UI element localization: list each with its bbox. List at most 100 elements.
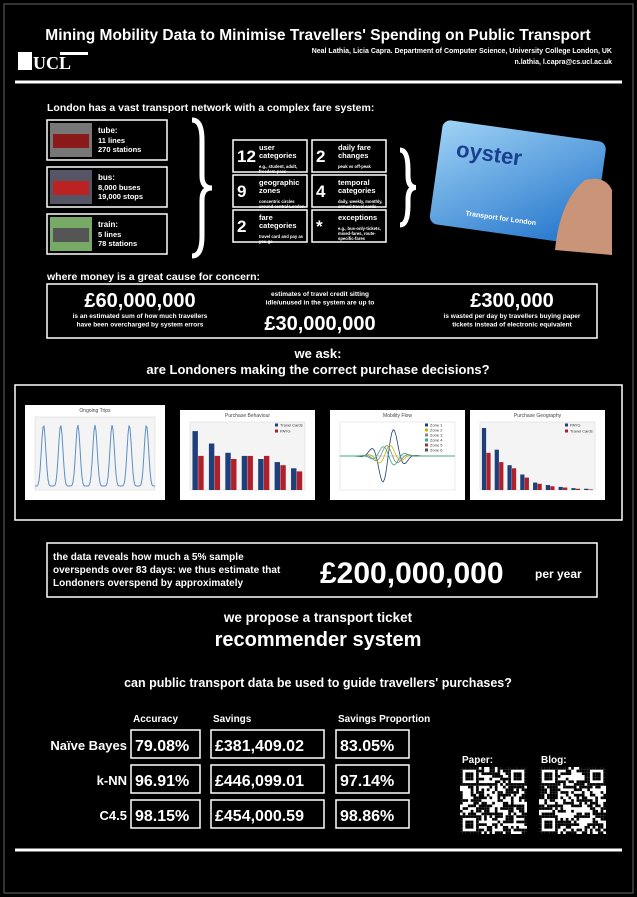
qr-cell	[587, 780, 590, 784]
qr-cell	[481, 812, 485, 816]
qr-cell	[549, 793, 553, 797]
qr-cell	[555, 796, 558, 800]
qr-cell	[494, 775, 498, 778]
qr-cell	[505, 769, 509, 773]
fare-title: categories	[259, 221, 297, 230]
qr-cell	[524, 815, 527, 818]
fare-box	[311, 139, 387, 173]
legend-label: PAYG	[280, 429, 291, 434]
qr-cell	[571, 791, 574, 794]
result-cell	[335, 729, 410, 759]
qr-cell	[544, 772, 548, 776]
qr-cell	[568, 785, 572, 789]
fare-detail: annual travel cards	[338, 204, 377, 209]
qr-cell	[539, 769, 542, 773]
qr-cell	[565, 823, 569, 826]
qr-cell	[497, 812, 501, 816]
qr-cell	[524, 793, 527, 797]
qr-cell	[500, 812, 503, 816]
qr-cell	[589, 767, 593, 770]
qr-cell	[552, 804, 556, 808]
qr-cell	[513, 767, 517, 770]
qr-cell	[603, 812, 606, 816]
bar	[208, 443, 215, 490]
qr-cell	[508, 783, 511, 786]
bar	[584, 488, 589, 490]
bar	[524, 477, 529, 490]
bar	[214, 455, 221, 490]
row-label: C4.5	[100, 808, 127, 823]
result-cell	[130, 799, 201, 829]
qr-cell	[502, 767, 506, 770]
qr-cell	[508, 767, 511, 770]
mode-box	[46, 119, 168, 161]
qr-cell	[505, 772, 509, 776]
qr-cell	[468, 777, 471, 781]
qr-cell	[524, 820, 527, 824]
qr-cell	[481, 767, 485, 770]
qr-cell	[470, 783, 474, 786]
qr-cell	[579, 828, 582, 832]
qr-cell	[524, 796, 527, 800]
qr-cell	[473, 804, 477, 808]
qr-cell	[541, 785, 545, 789]
qr-cell	[489, 767, 493, 770]
bar	[588, 489, 593, 490]
qr-cell	[518, 783, 522, 786]
qr-cell	[595, 767, 598, 770]
qr-cell	[547, 825, 550, 829]
qr-cell	[462, 815, 466, 818]
qr-cell	[465, 777, 469, 781]
result-value: £381,409.02	[215, 738, 304, 755]
qr-cell	[505, 804, 509, 808]
qr-cell	[555, 831, 558, 834]
qr-cell	[581, 769, 585, 773]
fare-number: 4	[316, 182, 326, 201]
qr-cell	[547, 796, 550, 800]
qr-cell	[500, 791, 503, 794]
qr-cell	[549, 799, 553, 802]
qr-cell	[597, 777, 601, 781]
qr-cell	[500, 767, 503, 770]
qr-cell	[465, 799, 469, 802]
qr-cell	[521, 783, 525, 786]
qr-cell	[478, 823, 482, 826]
fare-title: exceptions	[338, 213, 377, 222]
qr-cell	[547, 783, 550, 786]
logo-bar	[60, 52, 88, 55]
qr-cell	[470, 825, 474, 829]
mode-box	[46, 213, 168, 255]
qr-cell	[505, 801, 509, 805]
fare-detail: peak vs off-peak	[338, 164, 371, 169]
qr-cell	[510, 785, 514, 789]
qr-cell	[486, 807, 490, 810]
qr-cell	[524, 828, 527, 832]
qr-cell	[462, 831, 466, 834]
qr-cell	[462, 812, 466, 816]
qr-cell	[584, 775, 588, 778]
qr-cell	[508, 809, 511, 813]
qr-cell	[462, 807, 466, 810]
qr-cell	[547, 804, 550, 808]
qr-cell	[505, 791, 509, 794]
qr-cell	[544, 775, 548, 778]
qr-cell	[492, 769, 495, 773]
qr-cell	[460, 820, 463, 824]
qr-cell	[539, 817, 542, 821]
concern-text: is an estimated sum of how much travelle…	[73, 313, 208, 320]
qr-cell	[563, 767, 566, 770]
result-value: 98.86%	[340, 808, 394, 825]
qr-cell	[563, 772, 566, 776]
qr-cell	[513, 791, 517, 794]
qr-cell	[544, 823, 548, 826]
qr-cell	[465, 815, 469, 818]
qr-cell	[502, 785, 506, 789]
qr-cell	[460, 767, 463, 770]
bar	[486, 452, 491, 490]
legend-label: PAYG	[570, 423, 581, 428]
qr-cell	[502, 825, 506, 829]
qr-cell	[584, 799, 588, 802]
qr-cell	[524, 831, 527, 834]
fare-detail: e.g., bus-only-tickets,	[338, 226, 381, 231]
